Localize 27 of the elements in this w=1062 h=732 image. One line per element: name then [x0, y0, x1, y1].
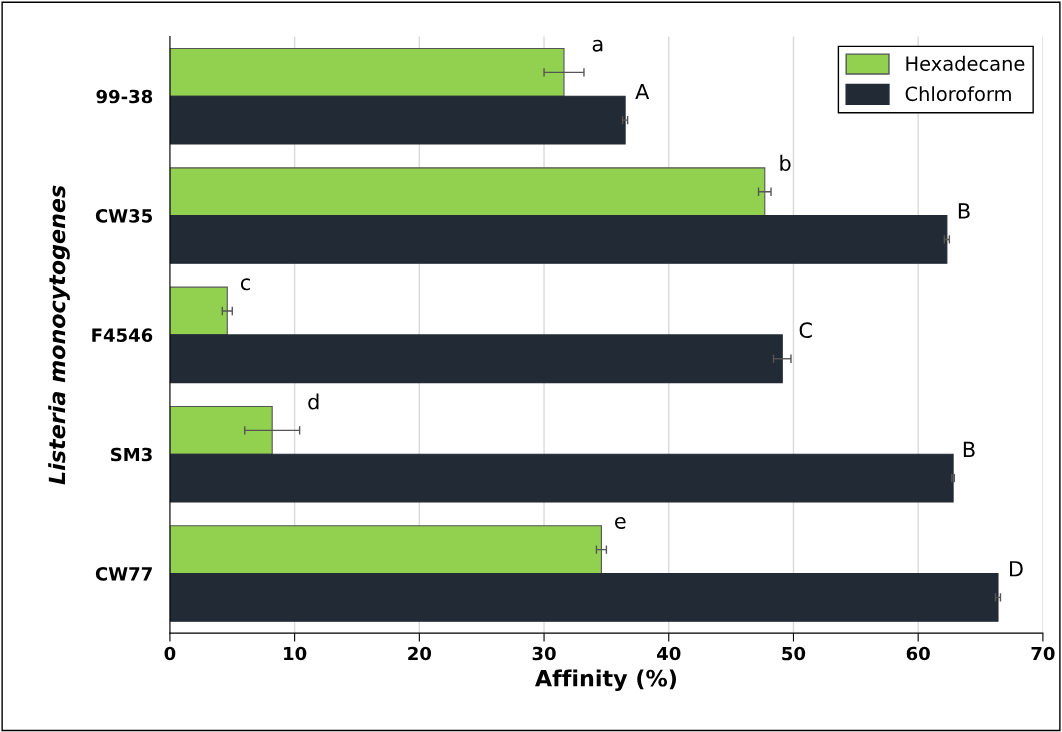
- legend-label: Hexadecane: [906, 55, 1025, 71]
- x-tick-label: 40: [657, 646, 681, 661]
- x-tick-label: 30: [532, 646, 556, 661]
- data-label: D: [1010, 561, 1023, 577]
- data-label: B: [958, 203, 970, 219]
- x-tick-label: 20: [408, 646, 432, 661]
- data-label: c: [240, 278, 250, 291]
- data-label: A: [635, 83, 650, 100]
- y-tick-label: SM3: [111, 447, 152, 462]
- y-tick-label: 99-38: [96, 89, 153, 104]
- x-tick-label: 10: [284, 646, 307, 661]
- y-tick-label: CW35: [95, 209, 152, 223]
- data-label: C: [799, 322, 812, 339]
- x-tick-label: 60: [906, 646, 930, 661]
- y-axis-title: Listeria monocytogenes: [48, 185, 70, 485]
- x-tick-label: 0: [164, 646, 176, 661]
- legend-label: Chloroform: [905, 86, 1011, 102]
- data-label: b: [780, 154, 791, 171]
- data-label: e: [615, 516, 626, 529]
- data-label: B: [963, 441, 975, 458]
- x-axis-title: Affinity (%): [535, 669, 676, 692]
- y-tick-label: CW77: [95, 566, 152, 581]
- data-label: a: [592, 39, 603, 52]
- y-tick-label: F4546: [92, 328, 153, 343]
- x-tick-label: 50: [782, 646, 806, 661]
- data-label: d: [308, 393, 319, 410]
- x-tick-label: 70: [1031, 646, 1055, 661]
